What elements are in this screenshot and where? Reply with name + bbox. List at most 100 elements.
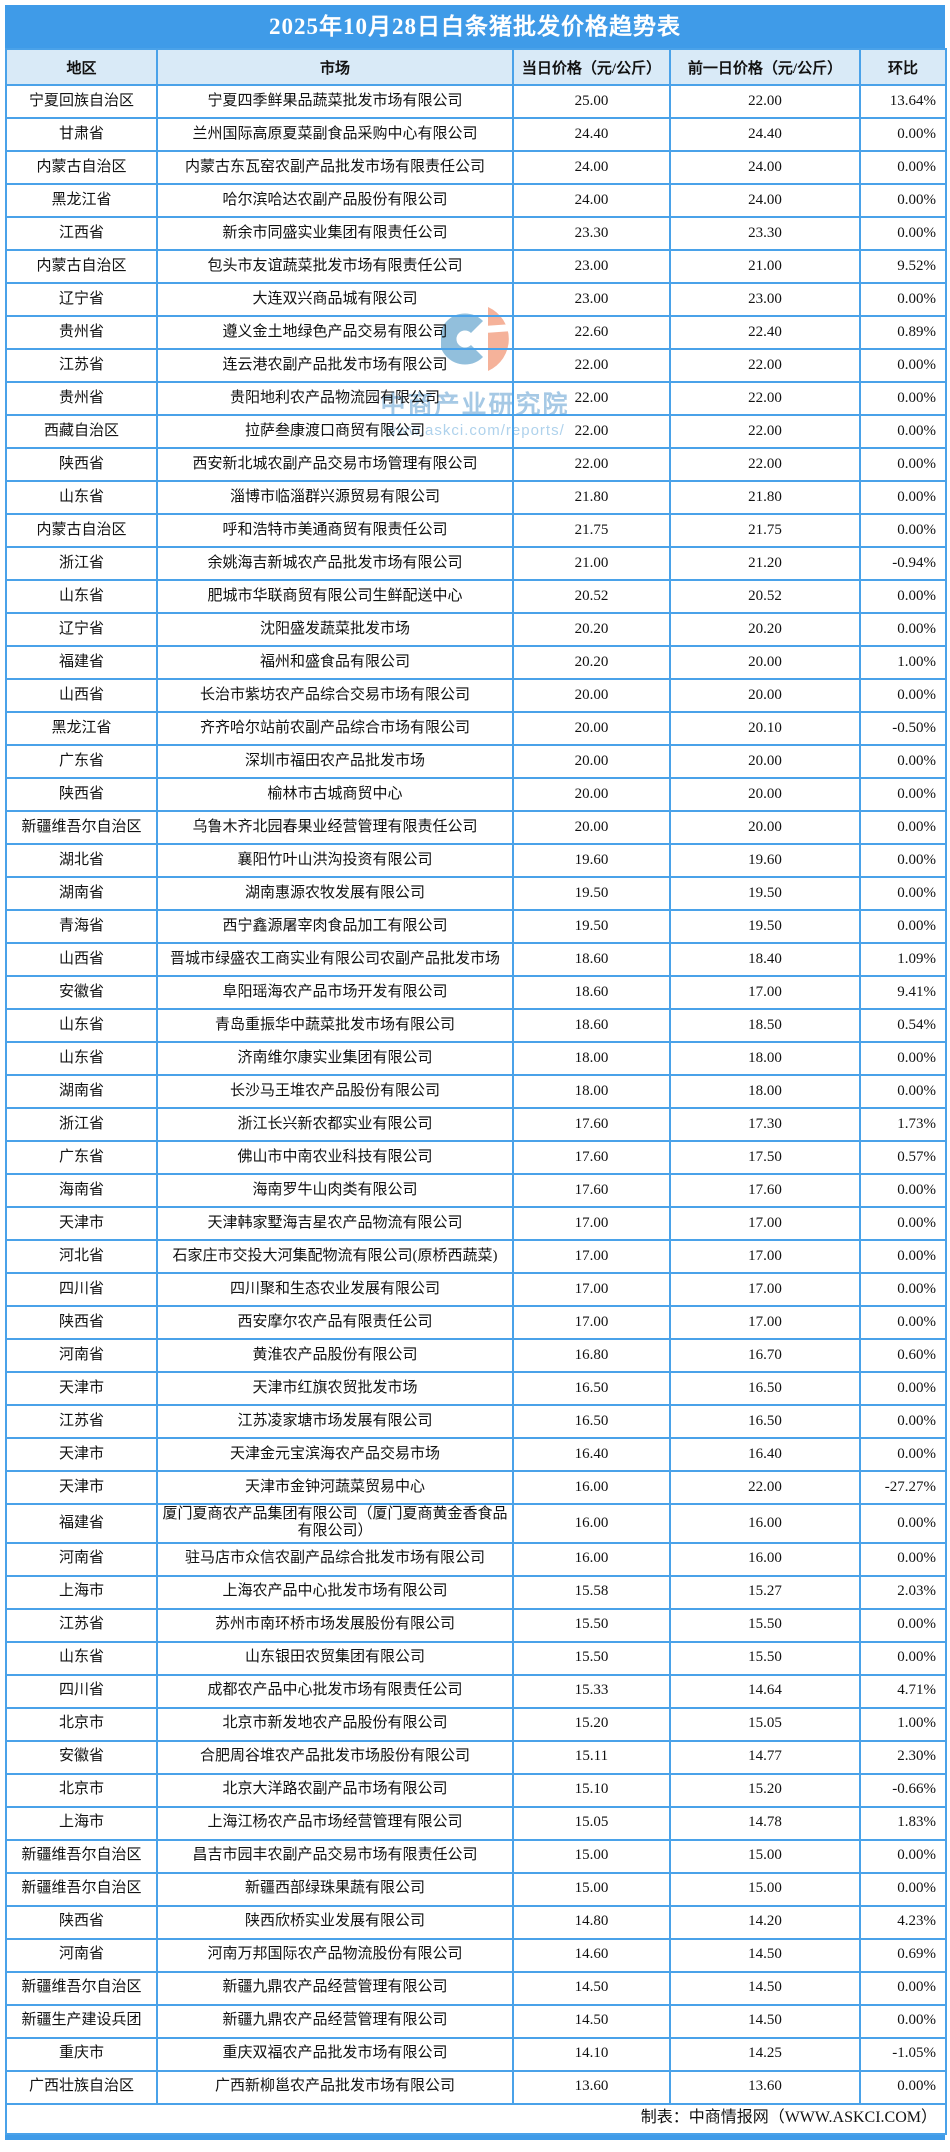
change-cell: 1.73%	[859, 1107, 947, 1142]
region-cell: 贵州省	[5, 315, 158, 350]
prev-price-cell: 22.00	[669, 348, 861, 383]
region-cell: 新疆维吾尔自治区	[5, 1838, 158, 1874]
region-cell: 天津市	[5, 1437, 158, 1472]
region-cell: 北京市	[5, 1706, 158, 1742]
market-cell: 内蒙古东瓦窑农副产品批发市场有限责任公司	[156, 150, 514, 185]
table-row: 甘肃省 兰州国际高原夏菜副食品采购中心有限公司 24.40 24.40 0.00%	[5, 117, 947, 152]
change-cell: 0.00%	[859, 381, 947, 416]
table-row: 内蒙古自治区 内蒙古东瓦窑农副产品批发市场有限责任公司 24.00 24.00 0.00…	[5, 150, 947, 185]
region-cell: 江西省	[5, 216, 158, 251]
today-price-cell: 14.50	[512, 2003, 671, 2039]
change-cell: -27.27%	[859, 1470, 947, 1505]
market-cell: 黄淮农产品股份有限公司	[156, 1338, 514, 1373]
table-row: 上海市 上海农产品中心批发市场有限公司 15.58 15.27 2.03%	[5, 1574, 947, 1610]
price-table-footer: 制表：中商情报网（WWW.ASKCI.COM）	[5, 2102, 947, 2135]
today-price-cell: 16.50	[512, 1404, 671, 1439]
table-row: 江苏省 江苏凌家塘市场发展有限公司 16.50 16.50 0.00%	[5, 1404, 947, 1439]
today-price-cell: 17.00	[512, 1272, 671, 1307]
credit-row: 制表：中商情报网（WWW.ASKCI.COM）	[5, 2102, 947, 2135]
region-cell: 青海省	[5, 909, 158, 944]
table-row: 上海市 上海江杨农产品市场经营管理有限公司 15.05 14.78 1.83%	[5, 1805, 947, 1841]
prev-price-cell: 16.40	[669, 1437, 861, 1472]
today-price-cell: 17.60	[512, 1140, 671, 1175]
market-cell: 西宁鑫源屠宰肉食品加工有限公司	[156, 909, 514, 944]
table-row: 山东省 青岛重振华中蔬菜批发市场有限公司 18.60 18.50 0.54%	[5, 1008, 947, 1043]
today-price-cell: 14.60	[512, 1937, 671, 1973]
market-cell: 新余市同盛实业集团有限责任公司	[156, 216, 514, 251]
region-cell: 陕西省	[5, 1904, 158, 1940]
region-cell: 山东省	[5, 1008, 158, 1043]
column-header-today-price: 当日价格（元/公斤）	[512, 48, 671, 86]
table-row: 安徽省 合肥周谷堆农产品批发市场股份有限公司 15.11 14.77 2.30%	[5, 1739, 947, 1775]
region-cell: 广西壮族自治区	[5, 2069, 158, 2105]
change-cell: 0.60%	[859, 1338, 947, 1373]
change-cell: 0.00%	[859, 216, 947, 251]
region-cell: 山东省	[5, 1640, 158, 1676]
today-price-cell: 15.50	[512, 1607, 671, 1643]
today-price-cell: 23.00	[512, 282, 671, 317]
change-cell: 0.00%	[859, 1640, 947, 1676]
today-price-cell: 21.00	[512, 546, 671, 581]
change-cell: 0.00%	[859, 2069, 947, 2105]
bottom-border-strip	[5, 2134, 945, 2140]
table-row: 河南省 河南万邦国际农产品物流股份有限公司 14.60 14.50 0.69%	[5, 1937, 947, 1973]
today-price-cell: 17.00	[512, 1206, 671, 1241]
change-cell: 0.00%	[859, 810, 947, 845]
today-price-cell: 20.52	[512, 579, 671, 614]
region-cell: 湖南省	[5, 876, 158, 911]
region-cell: 黑龙江省	[5, 183, 158, 218]
change-cell: 13.64%	[859, 84, 947, 119]
table-row: 陕西省 西安新北城农副产品交易市场管理有限公司 22.00 22.00 0.00%	[5, 447, 947, 482]
today-price-cell: 19.50	[512, 909, 671, 944]
prev-price-cell: 16.70	[669, 1338, 861, 1373]
table-row: 安徽省 阜阳瑶海农产品市场开发有限公司 18.60 17.00 9.41%	[5, 975, 947, 1010]
table-row: 湖南省 长沙马王堆农产品股份有限公司 18.00 18.00 0.00%	[5, 1074, 947, 1109]
market-cell: 深圳市福田农产品批发市场	[156, 744, 514, 779]
prev-price-cell: 21.80	[669, 480, 861, 515]
today-price-cell: 17.00	[512, 1305, 671, 1340]
market-cell: 遵义金土地绿色产品交易有限公司	[156, 315, 514, 350]
prev-price-cell: 14.64	[669, 1673, 861, 1709]
prev-price-cell: 22.00	[669, 84, 861, 119]
market-cell: 北京市新发地农产品股份有限公司	[156, 1706, 514, 1742]
change-cell: 0.00%	[859, 612, 947, 647]
change-cell: 0.00%	[859, 1404, 947, 1439]
today-price-cell: 20.00	[512, 810, 671, 845]
table-row: 江苏省 苏州市南环桥市场发展股份有限公司 15.50 15.50 0.00%	[5, 1607, 947, 1643]
prev-price-cell: 16.50	[669, 1404, 861, 1439]
change-cell: 0.00%	[859, 777, 947, 812]
today-price-cell: 15.00	[512, 1838, 671, 1874]
change-cell: -0.66%	[859, 1772, 947, 1808]
change-cell: -0.94%	[859, 546, 947, 581]
page-title: 2025年10月28日白条猪批发价格趋势表	[5, 5, 945, 48]
prev-price-cell: 17.50	[669, 1140, 861, 1175]
price-table: 地区 市场 当日价格（元/公斤） 前一日价格（元/公斤） 环比 宁夏回族自治区宁…	[5, 48, 947, 2135]
change-cell: 0.00%	[859, 909, 947, 944]
prev-price-cell: 23.00	[669, 282, 861, 317]
prev-price-cell: 14.25	[669, 2036, 861, 2072]
change-cell: 0.00%	[859, 843, 947, 878]
table-row: 湖南省 湖南惠源农牧发展有限公司 19.50 19.50 0.00%	[5, 876, 947, 911]
market-cell: 新疆九鼎农产品经营管理有限公司	[156, 2003, 514, 2039]
market-cell: 天津金元宝滨海农产品交易市场	[156, 1437, 514, 1472]
change-cell: 0.00%	[859, 183, 947, 218]
column-header-market: 市场	[156, 48, 514, 86]
market-cell: 江苏凌家塘市场发展有限公司	[156, 1404, 514, 1439]
prev-price-cell: 22.00	[669, 414, 861, 449]
table-row: 湖北省 襄阳竹叶山洪沟投资有限公司 19.60 19.60 0.00%	[5, 843, 947, 878]
market-cell: 西安新北城农副产品交易市场管理有限公司	[156, 447, 514, 482]
market-cell: 驻马店市众信农副产品综合批发市场有限公司	[156, 1541, 514, 1577]
change-cell: 0.00%	[859, 282, 947, 317]
prev-price-cell: 18.50	[669, 1008, 861, 1043]
table-row: 山西省 晋城市绿盛农工商实业有限公司农副产品批发市场 18.60 18.40 1.09%	[5, 942, 947, 977]
market-cell: 青岛重振华中蔬菜批发市场有限公司	[156, 1008, 514, 1043]
table-row: 河南省 黄淮农产品股份有限公司 16.80 16.70 0.60%	[5, 1338, 947, 1373]
market-cell: 长治市紫坊农产品综合交易市场有限公司	[156, 678, 514, 713]
market-cell: 肥城市华联商贸有限公司生鲜配送中心	[156, 579, 514, 614]
region-cell: 四川省	[5, 1272, 158, 1307]
today-price-cell: 17.60	[512, 1107, 671, 1142]
market-cell: 新疆西部绿珠果蔬有限公司	[156, 1871, 514, 1907]
region-cell: 广东省	[5, 744, 158, 779]
table-row: 四川省 四川聚和生态农业发展有限公司 17.00 17.00 0.00%	[5, 1272, 947, 1307]
prev-price-cell: 22.40	[669, 315, 861, 350]
